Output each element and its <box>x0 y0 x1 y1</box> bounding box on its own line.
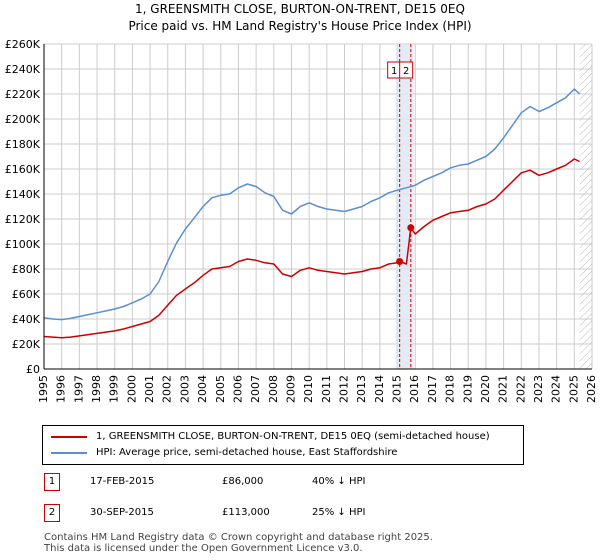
x-tick-label: 1998 <box>90 375 103 403</box>
x-tick-label: 2003 <box>178 375 191 403</box>
transaction-price: £113,000 <box>222 507 270 518</box>
sale-period-shade <box>395 44 414 369</box>
x-tick-label: 2008 <box>267 375 280 403</box>
x-tick-label: 2026 <box>585 375 598 403</box>
x-tick-label: 2007 <box>249 375 262 403</box>
sale-point-1 <box>396 258 404 265</box>
y-tick-label: £60K <box>12 288 41 301</box>
property-series-line <box>43 158 580 339</box>
footer-copyright: Contains HM Land Registry data © Crown c… <box>44 532 433 543</box>
y-tick-label: £80K <box>12 263 41 276</box>
transaction-price: £86,000 <box>222 476 264 487</box>
y-tick-label: £240K <box>5 63 41 76</box>
chart-legend: 1, GREENSMITH CLOSE, BURTON-ON-TRENT, DE… <box>42 425 524 465</box>
hpi-series-line <box>43 88 581 321</box>
x-tick-label: 2006 <box>231 375 244 403</box>
x-tick-label: 2005 <box>214 375 227 403</box>
x-tick-label: 2013 <box>355 375 368 403</box>
x-tick-label: 2015 <box>391 375 404 403</box>
chart-title: 1, GREENSMITH CLOSE, BURTON-ON-TRENT, DE… <box>135 2 465 16</box>
y-tick-label: £260K <box>5 38 41 51</box>
sale-point-2 <box>407 224 415 232</box>
transaction-hpi-diff: 40% ↓ HPI <box>312 476 366 487</box>
x-tick-label: 2010 <box>302 375 315 403</box>
x-tick-label: 2025 <box>567 375 580 403</box>
x-tick-label: 1995 <box>37 375 50 403</box>
transaction-date: 17-FEB-2015 <box>90 476 155 487</box>
x-tick-label: 2019 <box>461 375 474 403</box>
x-tick-label: 2001 <box>143 375 156 403</box>
sale-label-2: 2 <box>403 66 409 77</box>
chart-subtitle: Price paid vs. HM Land Registry's House … <box>128 19 472 33</box>
x-tick-label: 2024 <box>550 375 563 403</box>
x-tick-label: 2002 <box>161 375 174 403</box>
x-tick-label: 1997 <box>72 375 85 403</box>
transaction-date: 30-SEP-2015 <box>90 507 154 518</box>
y-tick-label: £140K <box>5 188 41 201</box>
x-tick-label: 2018 <box>444 375 457 403</box>
y-tick-label: £120K <box>5 213 41 226</box>
y-tick-label: £160K <box>5 163 41 176</box>
x-tick-label: 2017 <box>426 375 439 403</box>
y-tick-label: £20K <box>12 338 41 351</box>
x-tick-label: 2021 <box>497 375 510 403</box>
footer-licence: This data is licensed under the Open Gov… <box>44 543 363 554</box>
x-tick-label: 1996 <box>55 375 68 403</box>
x-tick-label: 2011 <box>320 375 333 403</box>
x-tick-label: 2012 <box>338 375 351 403</box>
legend-swatch-property <box>51 436 87 438</box>
legend-label-hpi: HPI: Average price, semi-detached house,… <box>96 447 398 458</box>
x-tick-label: 2004 <box>196 375 209 403</box>
x-tick-label: 1999 <box>108 375 121 403</box>
x-tick-label: 2016 <box>408 375 421 403</box>
sale-label-box-2 <box>399 61 414 79</box>
y-tick-label: £200K <box>5 113 41 126</box>
y-tick-label: £220K <box>5 88 41 101</box>
legend-label-property: 1, GREENSMITH CLOSE, BURTON-ON-TRENT, DE… <box>96 431 490 442</box>
x-tick-label: 2009 <box>284 375 297 403</box>
forecast-hatch <box>579 44 592 369</box>
y-tick-label: £100K <box>5 238 41 251</box>
x-tick-label: 2023 <box>532 375 545 403</box>
y-tick-label: £40K <box>12 313 41 326</box>
x-tick-label: 2020 <box>479 375 492 403</box>
y-tick-label: £0 <box>26 363 40 376</box>
y-tick-label: £180K <box>5 138 41 151</box>
x-tick-label: 2000 <box>125 375 138 403</box>
transaction-marker-1: 1 <box>44 473 60 491</box>
transaction-hpi-diff: 25% ↓ HPI <box>312 507 366 518</box>
legend-swatch-hpi <box>51 452 87 454</box>
sale-label-1: 1 <box>391 66 397 77</box>
x-tick-label: 2014 <box>373 375 386 403</box>
transaction-marker-2: 2 <box>44 504 60 522</box>
x-tick-label: 2022 <box>514 375 527 403</box>
